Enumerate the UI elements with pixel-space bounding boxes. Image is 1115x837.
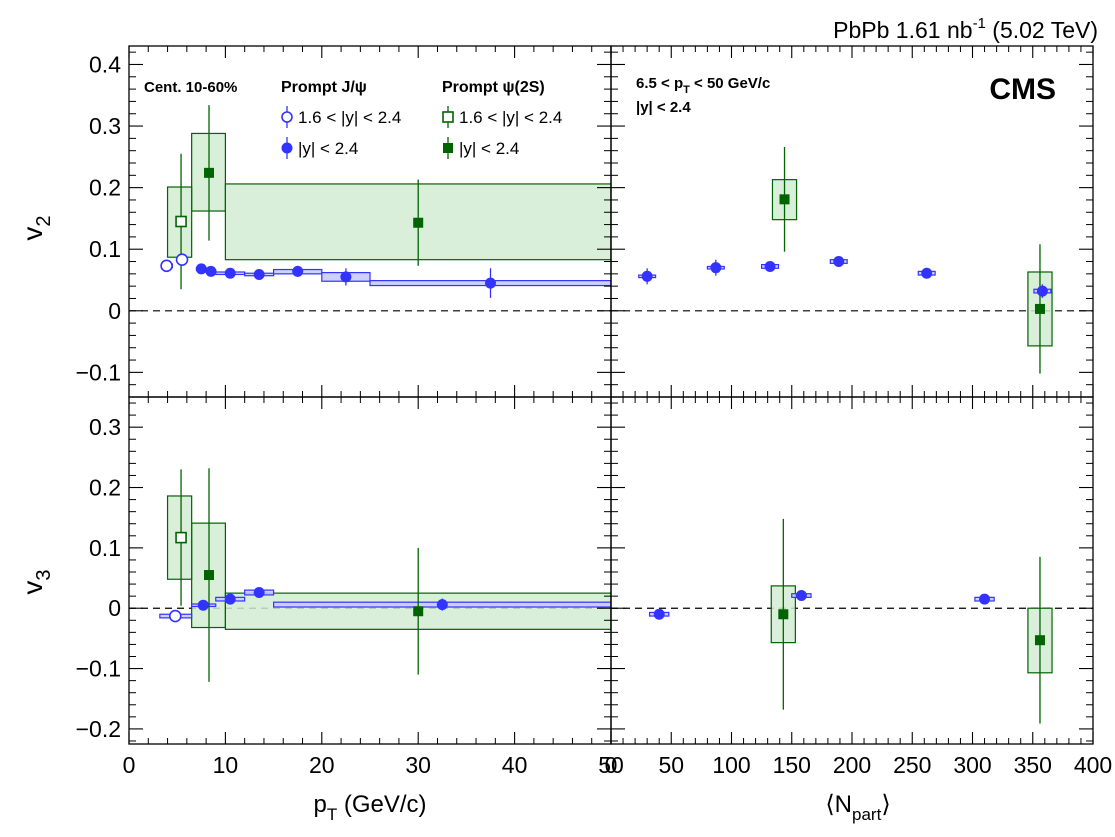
legend-label-psi2s-all: |y| < 2.4 bbox=[459, 139, 519, 158]
v3-vs-npart-psi2s_all-point-1 bbox=[1034, 635, 1045, 646]
v2-vs-pt-jpsi_all-point-1 bbox=[205, 265, 217, 277]
v3-vs-pt-jpsi_all-point-0 bbox=[197, 599, 209, 611]
v3-vs-pt-ytick-label-1: −0.1 bbox=[76, 656, 121, 682]
v2-vs-npart-jpsi_all-point-5 bbox=[1036, 285, 1048, 297]
v2-vs-pt-ytick-label-4: 0.3 bbox=[89, 113, 121, 139]
v3-vs-pt-ytick-label-4: 0.2 bbox=[89, 475, 121, 501]
v2-vs-pt-ytick-label-2: 0.1 bbox=[89, 236, 121, 262]
v2-vs-pt-jpsi_all-point-5 bbox=[340, 271, 352, 283]
v3-vs-npart-marks bbox=[648, 518, 1053, 724]
legend-label-psi2s-fwd: 1.6 < |y| < 2.4 bbox=[459, 108, 562, 127]
v3-vs-pt-xtick-label-4: 40 bbox=[502, 752, 528, 778]
v2-vs-npart-panel bbox=[610, 45, 1094, 398]
v2-vs-pt-jpsi_all-point-2 bbox=[224, 267, 236, 279]
v3-vs-npart-xtick-label-2: 100 bbox=[712, 752, 750, 778]
legend-centrality: Cent. 10-60% bbox=[144, 79, 237, 96]
v3-vs-pt-xtick-label-5: 50 bbox=[598, 752, 624, 778]
v3-vs-pt-jpsi_fwd-point-0 bbox=[168, 609, 182, 623]
v3-vs-npart-xtick-label-0: 0 bbox=[605, 752, 618, 778]
v2-vs-npart-jpsi_all-point-1 bbox=[710, 262, 722, 274]
v2-vs-pt-panel: −0.1 0 0.1 0.2 0.3 0.4 bbox=[76, 45, 612, 398]
v2-vs-npart-jpsi_all-point-2 bbox=[764, 260, 776, 272]
v3-vs-npart-xtick-label-4: 200 bbox=[833, 752, 871, 778]
v3-vs-pt-jpsi_all-point-2 bbox=[253, 587, 265, 599]
v3-vs-npart-xtick-label-6: 300 bbox=[953, 752, 991, 778]
v2-axis-title: v2 bbox=[17, 215, 55, 240]
v3-vs-npart-jpsi_all-point-0 bbox=[653, 608, 665, 620]
v2-vs-pt-ytick-label-0: −0.1 bbox=[76, 359, 121, 385]
v3-vs-pt-psi2s_all-point-1 bbox=[413, 606, 424, 617]
legend: Cent. 10-60% Prompt J/ψ Prompt ψ(2S) 1.6… bbox=[144, 79, 562, 159]
v3-vs-pt-ytick-label-5: 0.3 bbox=[89, 414, 121, 440]
v2-vs-pt-jpsi_all-point-3 bbox=[253, 268, 265, 280]
v2-vs-pt-ytick-label-1: 0 bbox=[108, 298, 121, 324]
v2-vs-pt-psi2s_all-point-1 bbox=[413, 217, 424, 228]
v2-vs-npart-marks bbox=[638, 146, 1053, 374]
npart-rapidity: |y| < 2.4 bbox=[636, 99, 691, 116]
v3-axis-title: v3 bbox=[17, 569, 55, 594]
v2-vs-pt-psi2s_fwd-point-0 bbox=[175, 215, 187, 228]
npart-pt-range: 6.5 < pT < 50 GeV/c bbox=[636, 75, 770, 96]
v3-vs-npart-jpsi_all-point-1 bbox=[795, 590, 807, 602]
v3-vs-npart-xtick-label-7: 350 bbox=[1014, 752, 1052, 778]
v3-vs-pt-psi2s_all-point-0 bbox=[204, 570, 215, 581]
v2-vs-npart-jpsi_all-point-4 bbox=[921, 267, 933, 279]
v2-vs-pt-psi2s_all-point-0 bbox=[204, 167, 215, 178]
legend-marker-jpsi-fwd bbox=[281, 106, 293, 128]
v3-vs-npart-xtick-label-8: 400 bbox=[1074, 752, 1112, 778]
v3-vs-pt-xtick-label-0: 0 bbox=[123, 752, 136, 778]
legend-jpsi-title: Prompt J/ψ bbox=[281, 79, 367, 96]
v3-vs-pt-panel: 0 10 20 30 40 50 −0.2 −0.1 0 0.1 0.2 0.3 bbox=[76, 396, 624, 778]
v3-vs-npart-psi2s_all-point-0 bbox=[778, 609, 789, 620]
npart-selection-text: 6.5 < pT < 50 GeV/c |y| < 2.4 bbox=[636, 75, 770, 116]
v2-vs-npart-jpsi_all-point-3 bbox=[833, 256, 845, 268]
legend-label-jpsi-fwd: 1.6 < |y| < 2.4 bbox=[298, 108, 401, 127]
v3-vs-pt-xtick-label-3: 30 bbox=[405, 752, 431, 778]
v3-vs-pt-ytick-label-2: 0 bbox=[108, 595, 121, 621]
experiment-label: CMS bbox=[989, 73, 1056, 106]
legend-psi2s-title: Prompt ψ(2S) bbox=[442, 79, 545, 96]
npart-axis-title: ⟨Npart⟩ bbox=[825, 791, 890, 824]
v2-vs-pt-ytick-label-3: 0.2 bbox=[89, 175, 121, 201]
v3-vs-pt-xtick-label-2: 20 bbox=[309, 752, 335, 778]
v3-vs-pt-xtick-label-1: 10 bbox=[213, 752, 239, 778]
v2-vs-pt-jpsi_all-point-4 bbox=[292, 265, 304, 277]
v3-vs-npart-xtick-label-5: 250 bbox=[893, 752, 931, 778]
legend-marker-psi2s-fwd bbox=[442, 106, 454, 128]
v3-vs-pt-jpsi_all-point-1 bbox=[224, 593, 236, 605]
pt-axis-title: pT (GeV/c) bbox=[313, 791, 426, 824]
v3-vs-pt-ytick-label-0: −0.2 bbox=[76, 716, 121, 742]
v3-vs-npart-xtick-label-3: 150 bbox=[773, 752, 811, 778]
v2-vs-pt-jpsi_fwd-point-1 bbox=[175, 253, 189, 266]
v3-vs-npart-panel: 0 50 100 150 200 250 300 350 400 bbox=[605, 396, 1112, 778]
legend-label-jpsi-all: |y| < 2.4 bbox=[298, 139, 358, 158]
v3-vs-npart-xtick-label-1: 50 bbox=[658, 752, 684, 778]
v3-vs-pt-psi2s_fwd-point-0 bbox=[175, 531, 187, 544]
v2-vs-npart-psi2s_all-point-0 bbox=[779, 194, 790, 205]
header-lumi: PbPb 1.61 nb-1 (5.02 TeV) bbox=[833, 15, 1098, 43]
v2-vs-pt-ytick-label-5: 0.4 bbox=[89, 51, 121, 77]
v3-vs-npart-frame bbox=[610, 396, 1094, 745]
v2-vs-pt-jpsi_fwd-point-0 bbox=[160, 259, 173, 273]
v2-vs-npart-psi2s_all-point-1 bbox=[1034, 303, 1045, 314]
legend-marker-psi2s-all bbox=[443, 137, 453, 159]
v2-vs-pt-marks bbox=[160, 105, 611, 298]
v2-vs-npart-jpsi_all-point-0 bbox=[641, 270, 653, 282]
v2-vs-pt-jpsi_all-point-0 bbox=[195, 263, 207, 275]
v3-vs-pt-marks bbox=[159, 468, 611, 682]
v3-vs-pt-ytick-label-3: 0.1 bbox=[89, 535, 121, 561]
v2-vs-pt-jpsi_all-point-6 bbox=[485, 277, 496, 289]
legend-marker-jpsi-all bbox=[281, 137, 293, 159]
v3-vs-npart-jpsi_all-point-2 bbox=[979, 593, 991, 605]
v3-vs-pt-jpsi_all-point-3 bbox=[436, 599, 448, 611]
